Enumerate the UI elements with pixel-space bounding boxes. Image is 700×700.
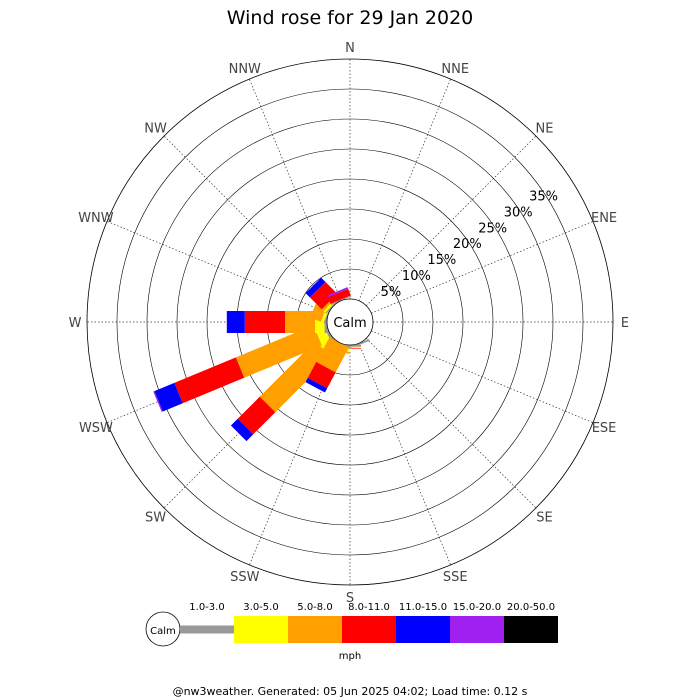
ring-label-20: 20% — [453, 237, 482, 252]
legend-label-6: 20.0-50.0 — [507, 602, 555, 613]
direction-label-e: E — [621, 316, 629, 331]
direction-label-nne: NNE — [441, 62, 469, 77]
legend-calm-label: Calm — [150, 626, 176, 637]
spoke-sse — [358, 343, 451, 566]
legend-label-2: 5.0-8.0 — [297, 602, 332, 613]
legend-units: mph — [339, 651, 361, 662]
legend-label-1: 3.0-5.0 — [243, 602, 278, 613]
bar-wsw-bin-5 — [153, 391, 163, 412]
direction-label-n: N — [345, 41, 355, 56]
calm-label: Calm — [333, 316, 366, 331]
spoke-nw — [163, 135, 334, 306]
ring-outer — [86, 58, 614, 586]
bar-ssw2-bin-2 — [316, 337, 349, 373]
bar-nnw-bin-5 — [327, 287, 349, 298]
bar-nw-bin-4 — [305, 277, 326, 298]
bar-sw-bin-3 — [237, 396, 276, 435]
legend-swatch-2 — [288, 616, 342, 643]
bar-wsw-bin-4 — [154, 382, 183, 412]
legend-swatch-0 — [180, 625, 234, 634]
spoke-nnw — [249, 78, 342, 301]
direction-label-s: S — [346, 591, 354, 606]
spoke-nne — [358, 78, 451, 301]
direction-label-ene: ENE — [591, 211, 617, 226]
direction-label-ssw: SSW — [230, 570, 260, 585]
speed-legend: Calm 1.0-3.0 3.0-5.0 5.0-8.0 8.0-11.0 11.0-1… — [145, 602, 558, 662]
ring-25 — [176, 148, 524, 496]
legend-swatch-3 — [342, 616, 396, 643]
legend-swatch-4 — [396, 616, 450, 643]
bar-wsw-bin-2 — [235, 325, 322, 378]
ring-label-30: 30% — [504, 205, 533, 220]
bar-ssw2-bin-3 — [307, 362, 336, 389]
wind-bars — [153, 277, 370, 442]
calm-circle — [326, 298, 374, 346]
bar-wsw-bin-3 — [174, 357, 245, 404]
bar-w-bin-2 — [285, 311, 315, 333]
bar-nnw-bin-0 — [330, 295, 352, 305]
bar-nnw-bin-3 — [327, 288, 351, 304]
spoke-wnw — [106, 221, 329, 314]
bar-nw-bin-3 — [309, 281, 338, 310]
legend-label-5: 15.0-20.0 — [453, 602, 501, 613]
legend-swatch-6 — [504, 616, 558, 643]
direction-label-sw: SW — [145, 510, 166, 525]
direction-label-wnw: WNW — [78, 211, 114, 226]
spoke-ese — [371, 330, 594, 423]
ring-label-10: 10% — [402, 269, 431, 284]
direction-label-nw: NW — [144, 122, 167, 137]
bar-ssw2-bin-4 — [305, 377, 328, 393]
footer-text: @nw3weather. Generated: 05 Jun 2025 04:0… — [173, 685, 528, 698]
legend-swatch-1 — [234, 616, 288, 643]
ring-label-5: 5% — [381, 285, 402, 300]
legend-swatch-5 — [450, 616, 504, 643]
direction-label-se: SE — [536, 510, 552, 525]
calm-center: Calm — [326, 298, 374, 346]
ring-label-25: 25% — [478, 221, 507, 236]
direction-label-nnw: NNW — [229, 62, 261, 77]
direction-label-wsw: WSW — [79, 421, 113, 436]
legend-items: 1.0-3.0 3.0-5.0 5.0-8.0 8.0-11.0 11.0-15.0 15… — [180, 602, 558, 643]
bar-sw-bin-2 — [259, 341, 331, 413]
spoke-ne — [366, 135, 537, 306]
ring-label-35: 35% — [529, 190, 558, 205]
spoke-se — [366, 338, 537, 509]
ring-labels: 5%10%15%20%25%30%35% — [381, 190, 558, 300]
direction-labels: N NNE NE ENE E ESE SE SSE S SSW SW WSW W WNW NW NNW — [69, 41, 630, 606]
bar-w-bin-3 — [244, 311, 285, 333]
chart-title: Wind rose for 29 Jan 2020 — [227, 7, 474, 29]
direction-label-ne: NE — [535, 122, 553, 137]
legend-label-0: 1.0-3.0 — [189, 602, 224, 613]
direction-label-ese: ESE — [592, 421, 617, 436]
direction-label-sse: SSE — [443, 570, 468, 585]
legend-label-3: 8.0-11.0 — [348, 602, 390, 613]
ring-label-15: 15% — [427, 253, 456, 268]
spoke-ene — [371, 221, 594, 314]
bar-w-bin-4 — [226, 311, 245, 333]
direction-label-w: W — [69, 316, 82, 331]
legend-label-4: 11.0-15.0 — [399, 602, 447, 613]
bar-sw-bin-4 — [230, 418, 254, 442]
